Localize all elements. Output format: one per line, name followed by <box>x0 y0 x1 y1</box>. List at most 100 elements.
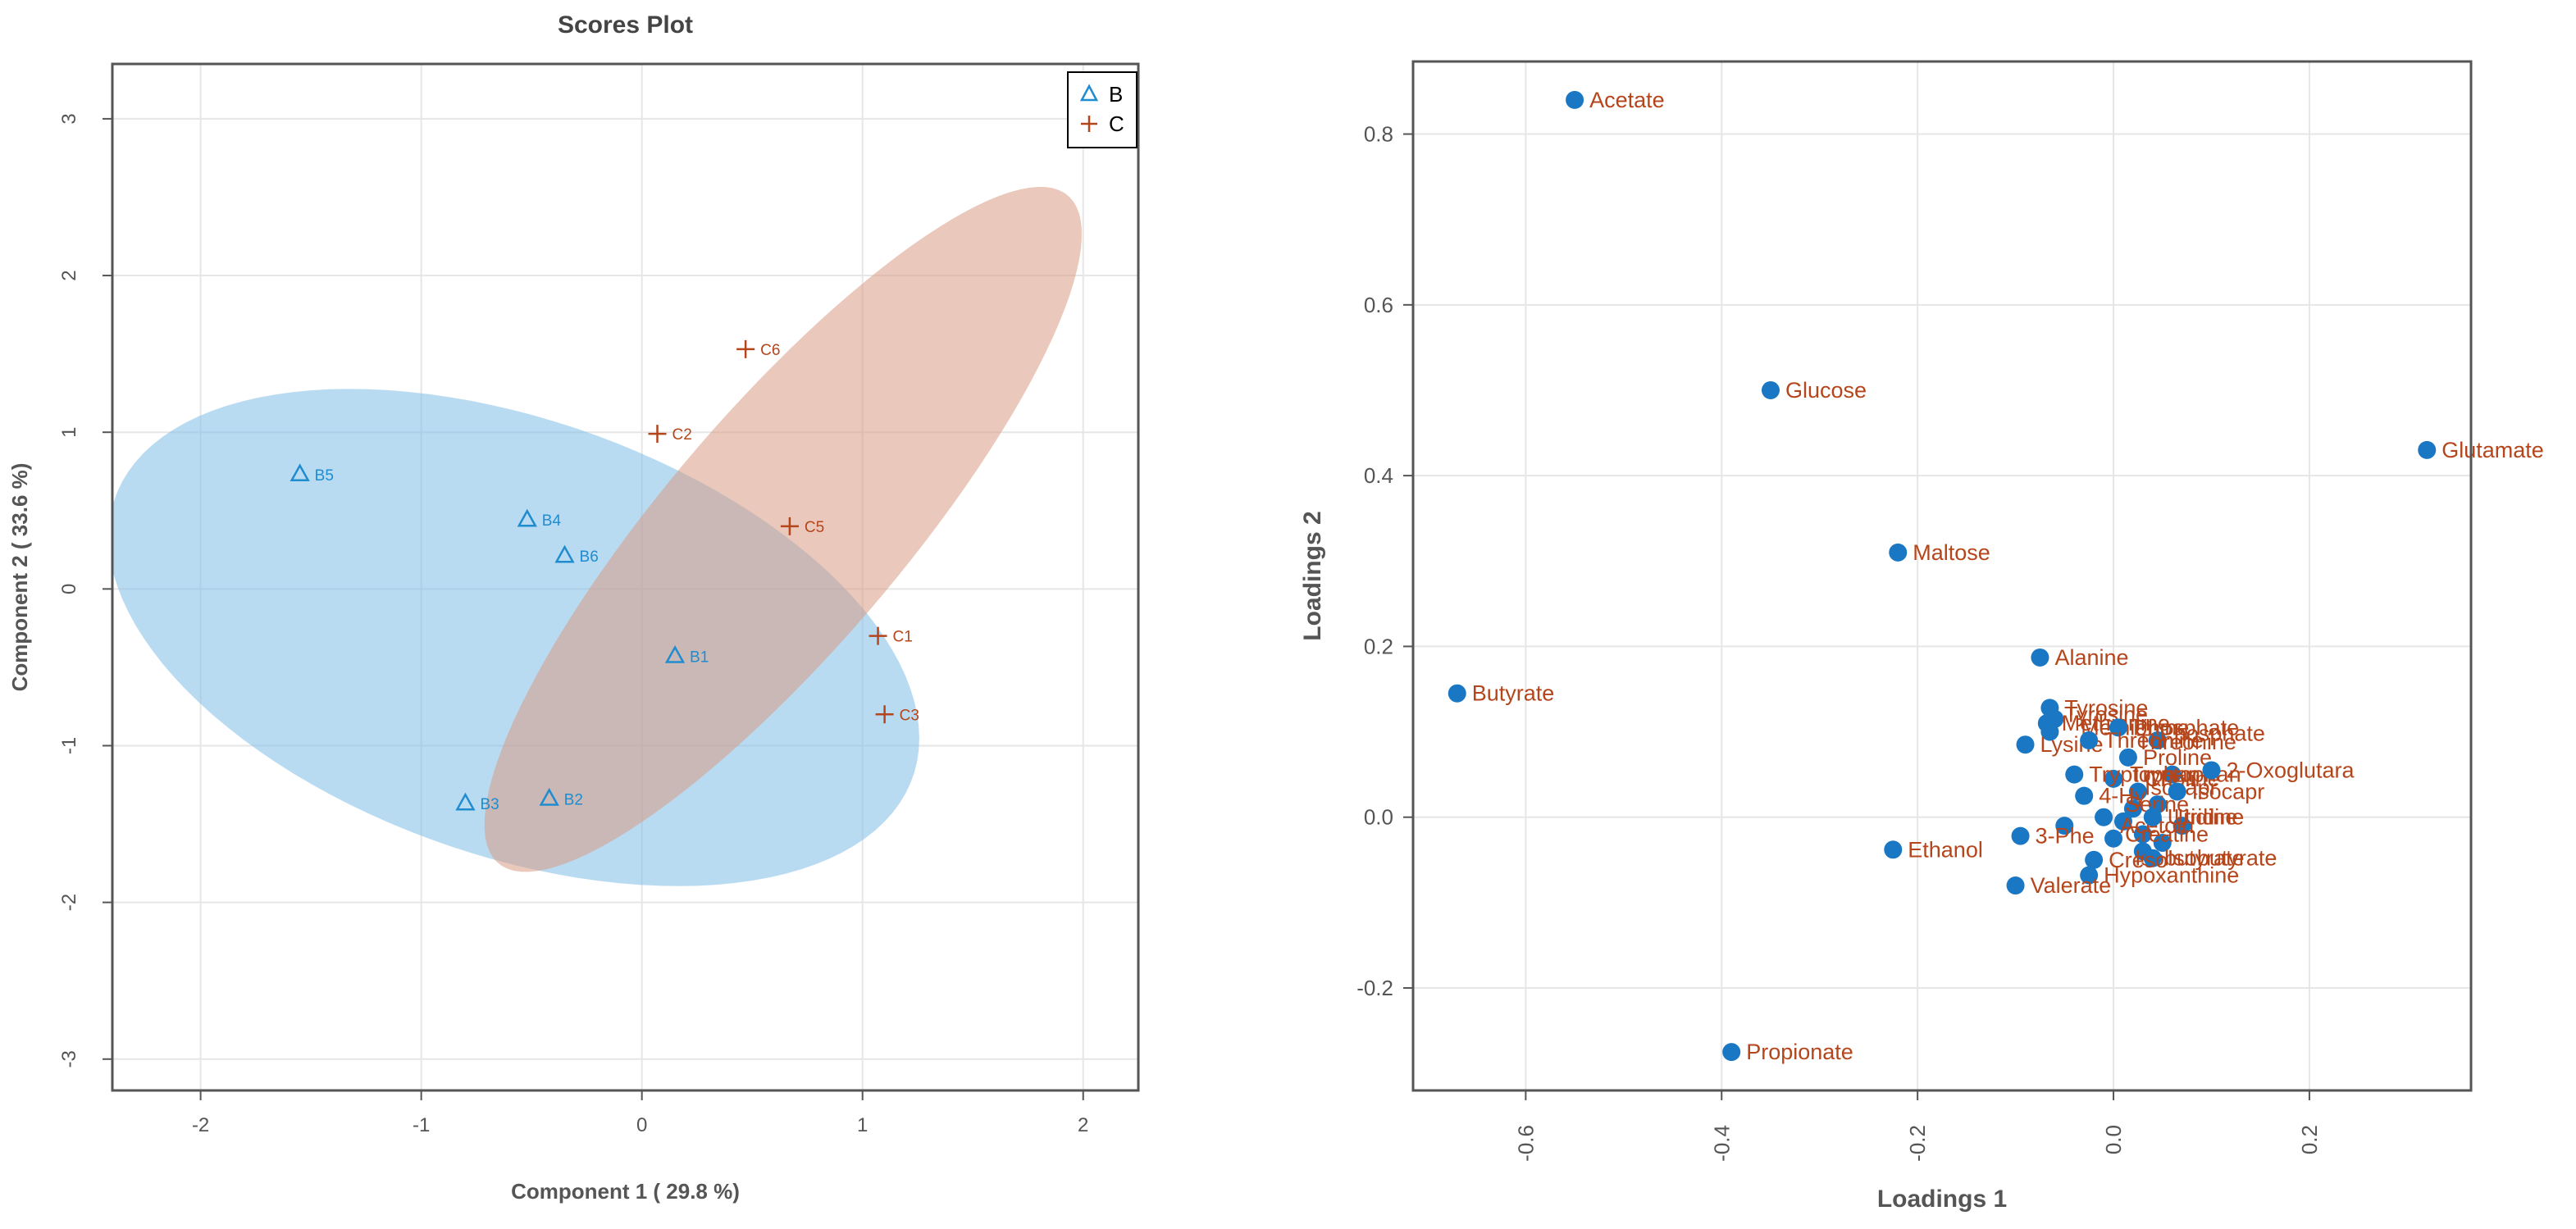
loading-cluster-label: Threonine <box>2136 730 2236 754</box>
loading-point <box>1889 543 1908 562</box>
score-point-label: C2 <box>672 426 692 444</box>
loadings-ytick-label: 0.4 <box>1364 463 1393 488</box>
score-point <box>455 792 476 811</box>
loading-point <box>1566 90 1584 109</box>
loading-point <box>2104 829 2123 848</box>
loadings-ytick-label: 0.6 <box>1364 293 1393 317</box>
scores-ytick-label: 1 <box>58 427 80 438</box>
loading-point <box>2085 850 2104 869</box>
loading-point-label: Valerate <box>2031 873 2112 898</box>
loading-point <box>1722 1043 1741 1062</box>
loading-point-label: Tryptophan <box>2089 762 2200 787</box>
loading-point-label: Threonine <box>2104 728 2204 753</box>
scores-xtick-label: 2 <box>1078 1114 1088 1136</box>
scores-ytick-label: -3 <box>58 1050 80 1067</box>
loadings-xtick-label: -0.4 <box>1709 1125 1734 1162</box>
loadings-xtick-label: -0.2 <box>1905 1125 1930 1162</box>
scores-ytick-label: -2 <box>58 894 80 911</box>
score-point <box>736 339 755 358</box>
scores-ellipses <box>112 187 1082 886</box>
loadings-xtick-label: 0.2 <box>2297 1125 2322 1154</box>
loading-point <box>2104 769 2123 788</box>
loading-point-label: Creso <box>2109 848 2168 872</box>
score-point-label: C6 <box>760 342 780 359</box>
loading-point-label: Isobutyrate <box>2168 846 2277 871</box>
scores-legend <box>1067 71 1138 148</box>
loading-cluster-label: Tryptophan <box>2130 762 2241 787</box>
loadings-ytick-label: 0.2 <box>1364 634 1393 658</box>
legend-marker-C <box>1081 116 1097 132</box>
scores-xtick-label: 1 <box>857 1114 868 1136</box>
loading-point <box>2143 849 2162 867</box>
loading-point <box>2153 833 2172 852</box>
loading-point <box>2040 699 2059 717</box>
loading-point-label: Isocapr <box>2192 779 2265 803</box>
score-point-label: B5 <box>315 467 334 485</box>
loading-point <box>2109 718 2127 737</box>
legend-label-B: B <box>1109 82 1123 107</box>
loading-point <box>2202 761 2221 780</box>
score-point <box>539 787 559 806</box>
loadings-xtick-label: -0.6 <box>1513 1125 1538 1162</box>
loading-point-label: Glucose <box>1785 378 1867 403</box>
loading-point <box>2118 748 2137 767</box>
loadings-xtick-label: 0.0 <box>2101 1125 2126 1154</box>
score-point <box>875 705 894 724</box>
loading-point-label: Phosphate <box>2133 715 2239 740</box>
loading-point-label: 4-Hy <box>2099 784 2146 808</box>
loading-point-label: 2-Oxoglutara <box>2226 758 2355 782</box>
loading-point <box>2143 808 2162 826</box>
loading-point <box>1884 840 1903 859</box>
loadings-ytick-label: 0.8 <box>1364 122 1393 147</box>
loading-point <box>2095 808 2113 826</box>
scores-plot: B1 B2 B3 B4 B5 B6 C1 C2 C3 C5 C6 -2 -1 0 1 2 -3 -2 -1 0 1 2 3 S… <box>7 11 1140 1204</box>
loading-point-label: Hypoxanthine <box>2104 863 2239 888</box>
scores-ytick-label: 2 <box>58 270 80 280</box>
scores-title: Scores Plot <box>558 11 693 39</box>
score-point <box>554 544 575 563</box>
loading-point <box>2173 817 2191 835</box>
loading-point <box>2006 876 2025 895</box>
scores-xlabel: Component 1 ( 29.8 %) <box>511 1179 740 1204</box>
loading-point <box>1761 380 1780 399</box>
scores-ytick-label: 0 <box>58 584 80 594</box>
loading-point <box>2123 799 2142 818</box>
loading-cluster-label: Tyrosine <box>2064 703 2148 727</box>
loading-point-label: Alanine <box>2054 645 2128 670</box>
loading-point <box>1448 684 1466 703</box>
score-point <box>869 626 887 645</box>
loading-point-label: Uridine <box>2168 805 2238 830</box>
loading-point-label: Glutamate <box>2442 438 2544 462</box>
loading-point-label: Ethanol <box>1908 837 1983 862</box>
score-point-label: B2 <box>564 791 583 808</box>
loading-point-label: Butyrate <box>1472 681 1555 706</box>
loadings-ylabel: Loadings 2 <box>1299 511 1326 640</box>
loading-point <box>2163 765 2182 784</box>
loading-point <box>2055 817 2074 835</box>
score-point-label: C5 <box>805 519 824 536</box>
loading-point-label: Tyrosine <box>2064 695 2148 720</box>
loading-point-label: Propionate <box>1746 1040 1853 1064</box>
score-point <box>517 508 537 527</box>
loading-point-label: Maltose <box>1913 540 1990 565</box>
scores-xtick-label: 0 <box>636 1114 647 1136</box>
scores-ytick-label: 3 <box>58 113 80 124</box>
loading-point <box>2133 825 2152 844</box>
loading-cluster-label: Methionine <box>2081 715 2189 740</box>
loadings-frame <box>1411 60 2473 1092</box>
loading-point <box>2128 782 2147 801</box>
score-point-label: C3 <box>900 707 919 724</box>
loading-point <box>2037 714 2056 733</box>
loading-cluster-label: Uridine <box>2174 805 2245 830</box>
loadings-xlabel: Loadings 1 <box>1877 1186 2007 1213</box>
score-point <box>290 463 310 482</box>
loading-point <box>2075 786 2094 805</box>
loading-point-label: Proline <box>2143 745 2212 770</box>
loading-point <box>2065 765 2084 784</box>
legend-label-C: C <box>1109 112 1124 136</box>
loadings-ytick-label: 0.0 <box>1364 805 1393 830</box>
score-point <box>780 517 799 535</box>
scores-xtick-label: -2 <box>192 1114 209 1136</box>
scores-xtick-label: -1 <box>413 1114 430 1136</box>
